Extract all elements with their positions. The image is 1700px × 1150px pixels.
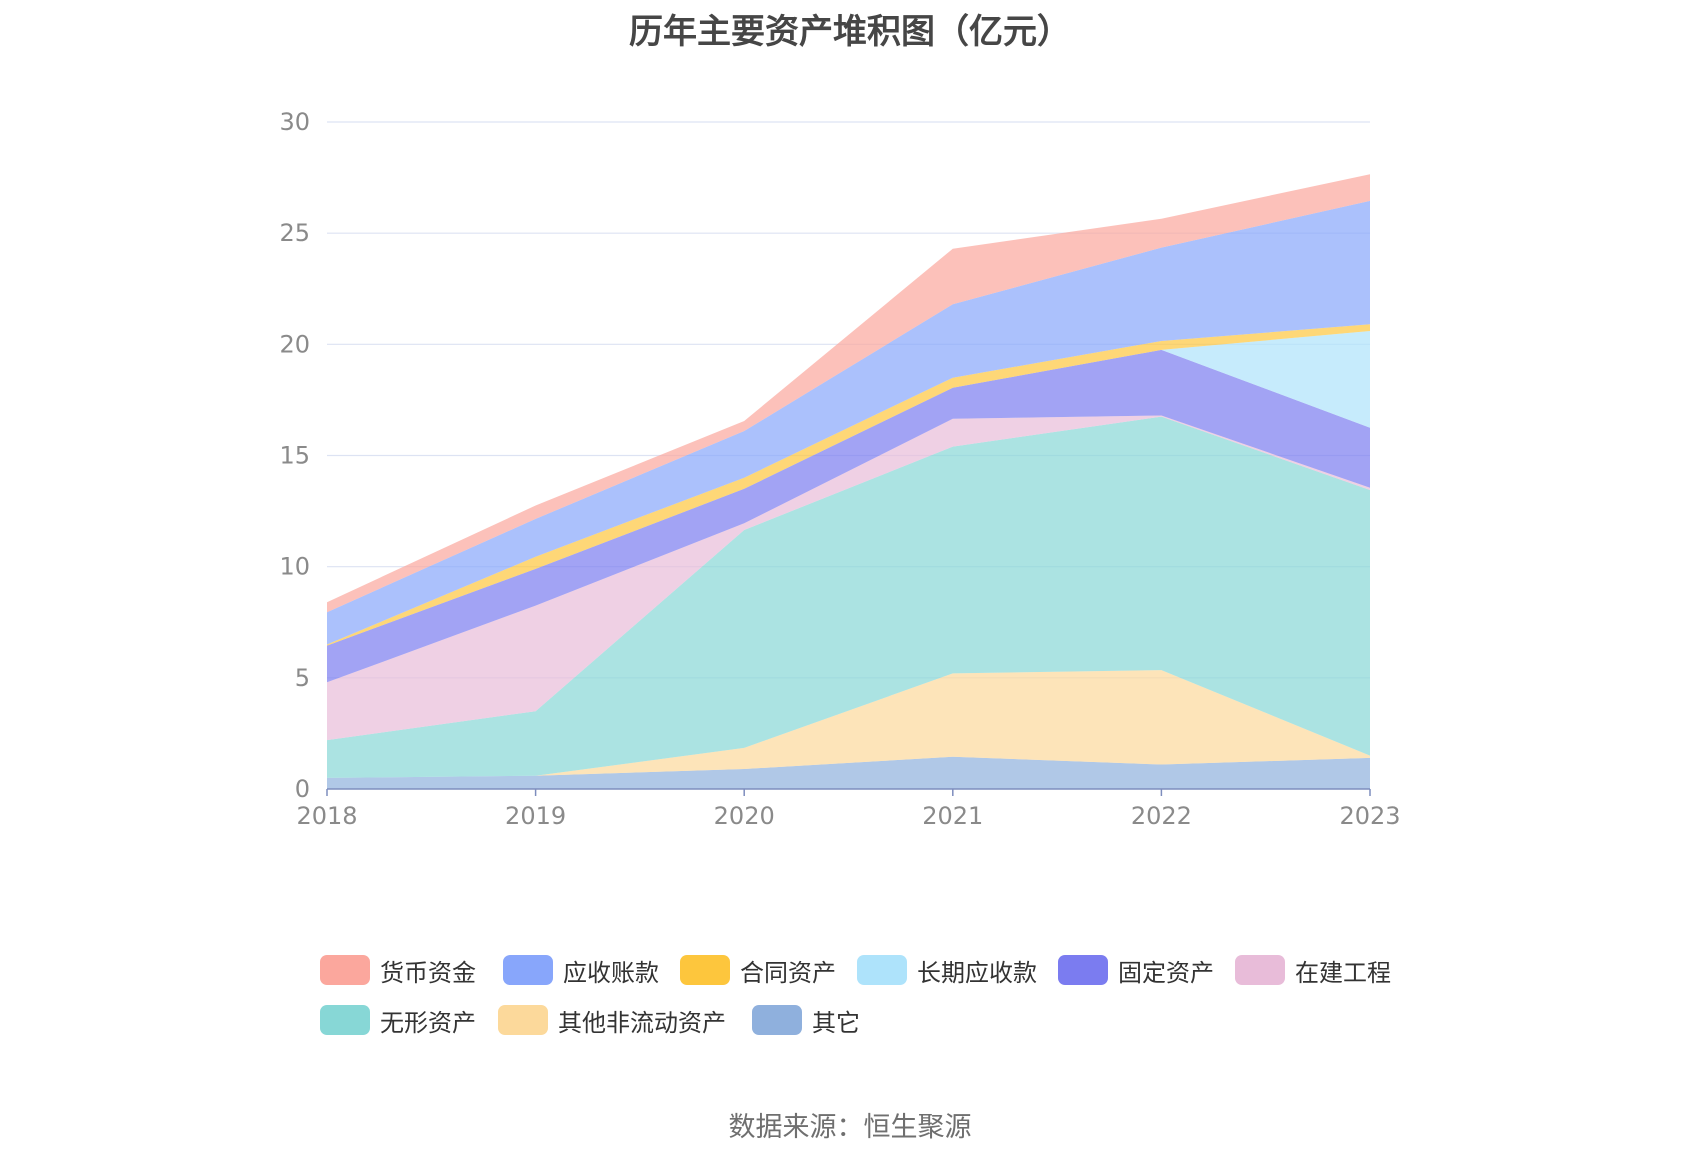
- axes: 0 5 10 15 20 25 30 2018 2019 2020 2021 2022 2023: [279, 108, 1400, 830]
- y-tick-label: 5: [295, 664, 310, 692]
- legend-label: 固定资产: [1118, 958, 1214, 987]
- legend-swatch: [320, 1005, 370, 1035]
- legend-item-yingshou[interactable]: 应收账款: [503, 950, 659, 990]
- y-tick-label: 15: [279, 442, 310, 470]
- area-其它[interactable]: [327, 756, 1370, 789]
- area-应收账款[interactable]: [327, 200, 1370, 645]
- y-tick-label: 10: [279, 553, 310, 581]
- x-tick-label: 2018: [296, 802, 357, 830]
- x-tick-label: 2023: [1339, 802, 1400, 830]
- legend-label: 货币资金: [380, 958, 476, 987]
- legend-label: 无形资产: [380, 1008, 476, 1037]
- data-source-note: 数据来源：恒生聚源: [728, 1112, 972, 1143]
- legend-swatch: [320, 955, 370, 985]
- y-tick-label: 0: [295, 775, 310, 803]
- legend-item-changqi[interactable]: 长期应收款: [857, 950, 1037, 990]
- area-长期应收款[interactable]: [327, 331, 1370, 646]
- legend-label: 其它: [812, 1008, 860, 1037]
- legend-swatch: [1235, 955, 1285, 985]
- legend-item-hetong[interactable]: 合同资产: [680, 950, 836, 990]
- legend-item-zaijian[interactable]: 在建工程: [1235, 950, 1391, 990]
- legend-swatch: [503, 955, 553, 985]
- legend-swatch: [680, 955, 730, 985]
- area-货币资金[interactable]: [327, 174, 1370, 613]
- area-无形资产[interactable]: [327, 416, 1370, 778]
- y-tick-label: 30: [279, 108, 310, 136]
- area-其他非流动资产[interactable]: [327, 670, 1370, 778]
- y-tick-label: 25: [279, 219, 310, 247]
- legend-item-qitafeiliudong[interactable]: 其他非流动资产: [498, 1000, 726, 1040]
- area-series-layer: [327, 174, 1370, 789]
- legend-item-huobi[interactable]: 货币资金: [320, 950, 476, 990]
- x-tick-label: 2020: [714, 802, 775, 830]
- legend-label: 长期应收款: [917, 958, 1037, 987]
- legend-label: 合同资产: [740, 958, 836, 987]
- chart-title: 历年主要资产堆积图（亿元）: [629, 12, 1071, 52]
- legend-item-wuxing[interactable]: 无形资产: [320, 1000, 476, 1040]
- y-tick-label: 20: [279, 330, 310, 358]
- legend-label: 其他非流动资产: [558, 1008, 726, 1037]
- x-tick-label: 2021: [922, 802, 983, 830]
- legend-swatch: [752, 1005, 802, 1035]
- legend-item-guding[interactable]: 固定资产: [1058, 950, 1214, 990]
- area-在建工程[interactable]: [327, 415, 1370, 741]
- x-tick-label: 2019: [505, 802, 566, 830]
- legend-label: 在建工程: [1295, 958, 1391, 987]
- legend-label: 应收账款: [563, 958, 659, 987]
- legend-swatch: [857, 955, 907, 985]
- x-tick-label: 2022: [1131, 802, 1192, 830]
- legend-swatch: [1058, 955, 1108, 985]
- legend-item-qita[interactable]: 其它: [752, 1000, 860, 1040]
- legend-swatch: [498, 1005, 548, 1035]
